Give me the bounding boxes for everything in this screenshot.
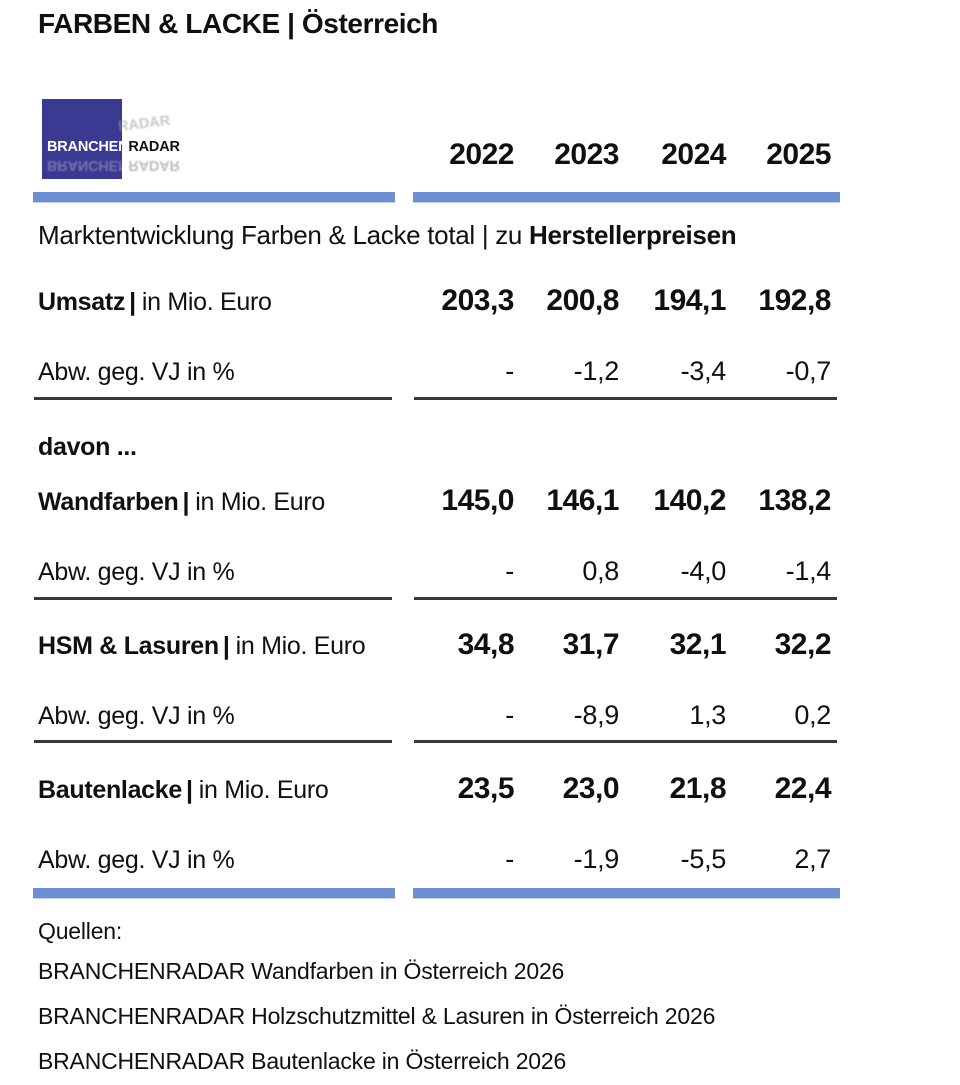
bautenlacke-value-2025: 22,4 xyxy=(774,772,832,805)
wandfarben-abw-2024: -4,0 xyxy=(680,556,727,586)
bautenlacke-abw-2025: 2,7 xyxy=(794,844,831,874)
abw-label-hsm-lasuren: Abw. geg. VJ in % xyxy=(38,702,235,730)
metric-name: Bautenlacke xyxy=(38,776,182,804)
sources-label: Quellen: xyxy=(38,918,123,944)
year-header-2022: 2022 xyxy=(449,138,514,171)
wandfarben-abw-2025: -1,4 xyxy=(785,556,832,586)
divider-rule-right xyxy=(414,740,837,743)
abw-label-bautenlacke: Abw. geg. VJ in % xyxy=(38,846,235,874)
source-line-3: BRANCHENRADAR Bautenlacke in Österreich … xyxy=(38,1048,567,1074)
abw-label-umsatz: Abw. geg. VJ in % xyxy=(38,358,235,386)
divider-rule-right xyxy=(414,597,837,600)
accent-bar-bottom-right xyxy=(413,888,840,898)
pipe-separator: | xyxy=(186,776,193,804)
logo-text-branchen: BRANCHEN xyxy=(47,139,129,155)
metric-name: Umsatz xyxy=(38,288,126,316)
row-label-bautenlacke: Bautenlacke | in Mio. Euro xyxy=(38,776,329,805)
hsm-value-2024: 32,1 xyxy=(669,628,727,661)
logo-reflection: BRANCHENRADAR xyxy=(47,157,180,173)
umsatz-abw-2023: -1,2 xyxy=(573,356,620,386)
umsatz-value-2025: 192,8 xyxy=(758,284,831,317)
divider-rule-left xyxy=(34,740,392,743)
wandfarben-value-2023: 146,1 xyxy=(546,484,619,517)
wandfarben-abw-2023: 0,8 xyxy=(582,556,619,586)
source-line-1: BRANCHENRADAR Wandfarben in Österreich 2… xyxy=(38,958,565,984)
bautenlacke-value-2023: 23,0 xyxy=(562,772,620,805)
bautenlacke-abw-2022: - xyxy=(505,844,514,874)
divider-rule-left xyxy=(34,397,392,400)
logo-ghost-text: RADAR xyxy=(117,112,172,136)
section-heading-bold: Herstellerpreisen xyxy=(528,220,737,250)
wandfarben-abw-2022: - xyxy=(505,556,514,586)
umsatz-abw-2022: - xyxy=(505,356,514,386)
year-header-2024: 2024 xyxy=(661,138,726,171)
year-header-2025: 2025 xyxy=(766,138,831,171)
unit-label: in Mio. Euro xyxy=(195,488,326,516)
row-label-hsm-lasuren: HSM & Lasuren | in Mio. Euro xyxy=(38,632,366,661)
logo-square xyxy=(42,99,122,179)
accent-bar-top-left xyxy=(33,192,395,202)
metric-name: Wandfarben xyxy=(38,488,179,516)
section-heading: Marktentwicklung Farben & Lacke total | … xyxy=(38,220,737,251)
accent-bar-top-right xyxy=(413,192,840,202)
metric-name: HSM & Lasuren xyxy=(38,632,219,660)
wandfarben-value-2024: 140,2 xyxy=(653,484,726,517)
divider-rule-right xyxy=(414,397,837,400)
hsm-abw-2025: 0,2 xyxy=(794,700,831,730)
hsm-abw-2023: -8,9 xyxy=(573,700,620,730)
pipe-separator: | xyxy=(222,632,230,660)
bautenlacke-abw-2024: -5,5 xyxy=(680,844,727,874)
wandfarben-value-2022: 145,0 xyxy=(441,484,514,517)
pipe-separator: | xyxy=(182,488,190,516)
page-title: FARBEN & LACKE | Österreich xyxy=(38,8,438,39)
hsm-value-2023: 31,7 xyxy=(562,628,620,661)
unit-label: in Mio. Euro xyxy=(235,632,366,660)
hsm-abw-2022: - xyxy=(505,700,514,730)
bautenlacke-value-2024: 21,8 xyxy=(669,772,727,805)
divider-rule-left xyxy=(34,597,392,600)
unit-label: in Mio. Euro xyxy=(141,288,272,316)
logo-text-radar: RADAR xyxy=(128,139,180,155)
umsatz-value-2023: 200,8 xyxy=(546,284,619,317)
davon-label: davon ... xyxy=(38,433,137,461)
logo-text: BRANCHENRADAR xyxy=(47,138,180,156)
accent-bar-bottom-left xyxy=(33,888,395,898)
umsatz-abw-2024: -3,4 xyxy=(680,356,727,386)
section-heading-prefix: Marktentwicklung Farben & Lacke total | … xyxy=(38,220,529,250)
wandfarben-value-2025: 138,2 xyxy=(758,484,831,517)
row-label-umsatz: Umsatz | in Mio. Euro xyxy=(38,288,272,317)
hsm-value-2025: 32,2 xyxy=(774,628,832,661)
unit-label: in Mio. Euro xyxy=(198,776,329,804)
bautenlacke-value-2022: 23,5 xyxy=(457,772,515,805)
abw-label-wandfarben: Abw. geg. VJ in % xyxy=(38,558,235,586)
umsatz-value-2022: 203,3 xyxy=(441,284,514,317)
pipe-separator: | xyxy=(129,288,136,316)
hsm-value-2022: 34,8 xyxy=(457,628,515,661)
umsatz-abw-2025: -0,7 xyxy=(785,356,832,386)
row-label-wandfarben: Wandfarben | in Mio. Euro xyxy=(38,488,325,517)
branchenradar-logo: RADAR BRANCHENRADAR BRANCHENRADAR xyxy=(42,99,342,189)
hsm-abw-2024: 1,3 xyxy=(689,700,726,730)
source-line-2: BRANCHENRADAR Holzschutzmittel & Lasuren… xyxy=(38,1003,716,1029)
year-header-2023: 2023 xyxy=(554,138,619,171)
umsatz-value-2024: 194,1 xyxy=(653,284,726,317)
bautenlacke-abw-2023: -1,9 xyxy=(573,844,620,874)
